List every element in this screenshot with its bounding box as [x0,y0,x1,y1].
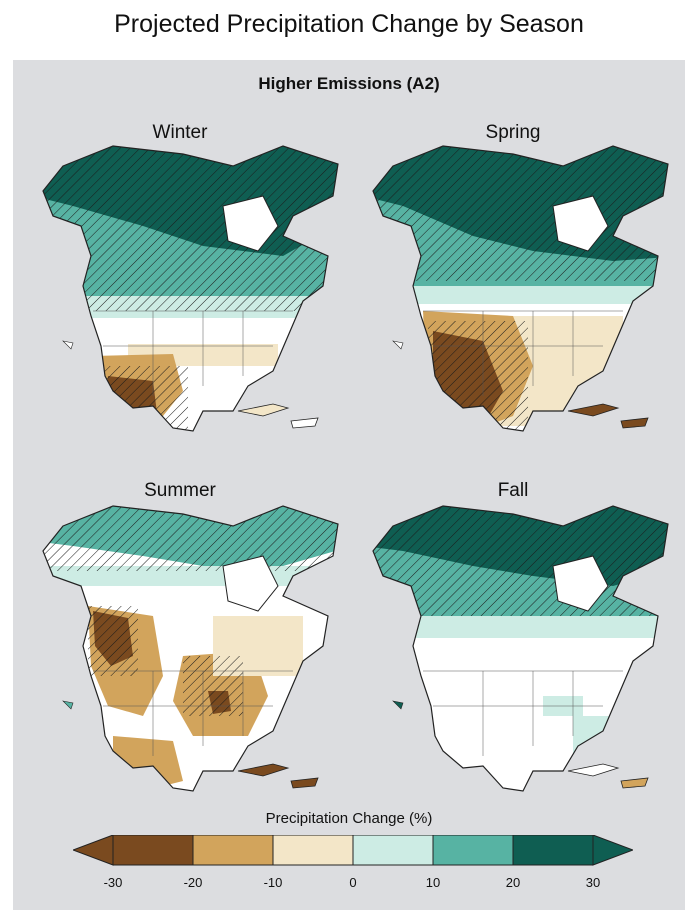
figure-title: Projected Precipitation Change by Season [114,10,584,38]
season-label-summer: Summer [144,480,216,501]
legend-title: Precipitation Change (%) [265,810,433,827]
scenario-subtitle: Higher Emissions (A2) [258,74,440,93]
legend-under-arrow [73,835,114,866]
legend-bin-3 [352,835,434,866]
legend-bin-1 [192,835,274,866]
legend-tick-label: -30 [104,875,123,890]
map-fall-svg [372,505,669,792]
legend-tick-label: 30 [586,875,600,890]
map-summer [33,496,353,796]
map-summer-svg [42,505,339,792]
season-label-fall: Fall [497,480,529,501]
season-label-winter: Winter [152,122,208,143]
legend-tick-label: -10 [264,875,283,890]
map-spring-svg [372,145,669,432]
map-winter [33,136,353,436]
colorbar-legend: -30 -20 -10 0 10 20 30 [73,835,633,890]
season-label-spring: Spring [485,122,541,143]
legend-bin-5 [512,835,594,866]
legend-tick-label: 10 [426,875,440,890]
legend-over-arrow [592,835,633,866]
legend-tick-label: 20 [506,875,520,890]
legend-bin-2 [272,835,354,866]
figure-panel: Higher Emissions (A2) Winter [13,60,685,910]
legend-bin-0 [112,835,194,866]
legend-tick-label: 0 [349,875,356,890]
legend-tick-label: -20 [184,875,203,890]
map-spring [363,136,683,436]
legend-bin-4 [432,835,514,866]
map-winter-svg [42,145,339,432]
map-fall [363,496,683,796]
